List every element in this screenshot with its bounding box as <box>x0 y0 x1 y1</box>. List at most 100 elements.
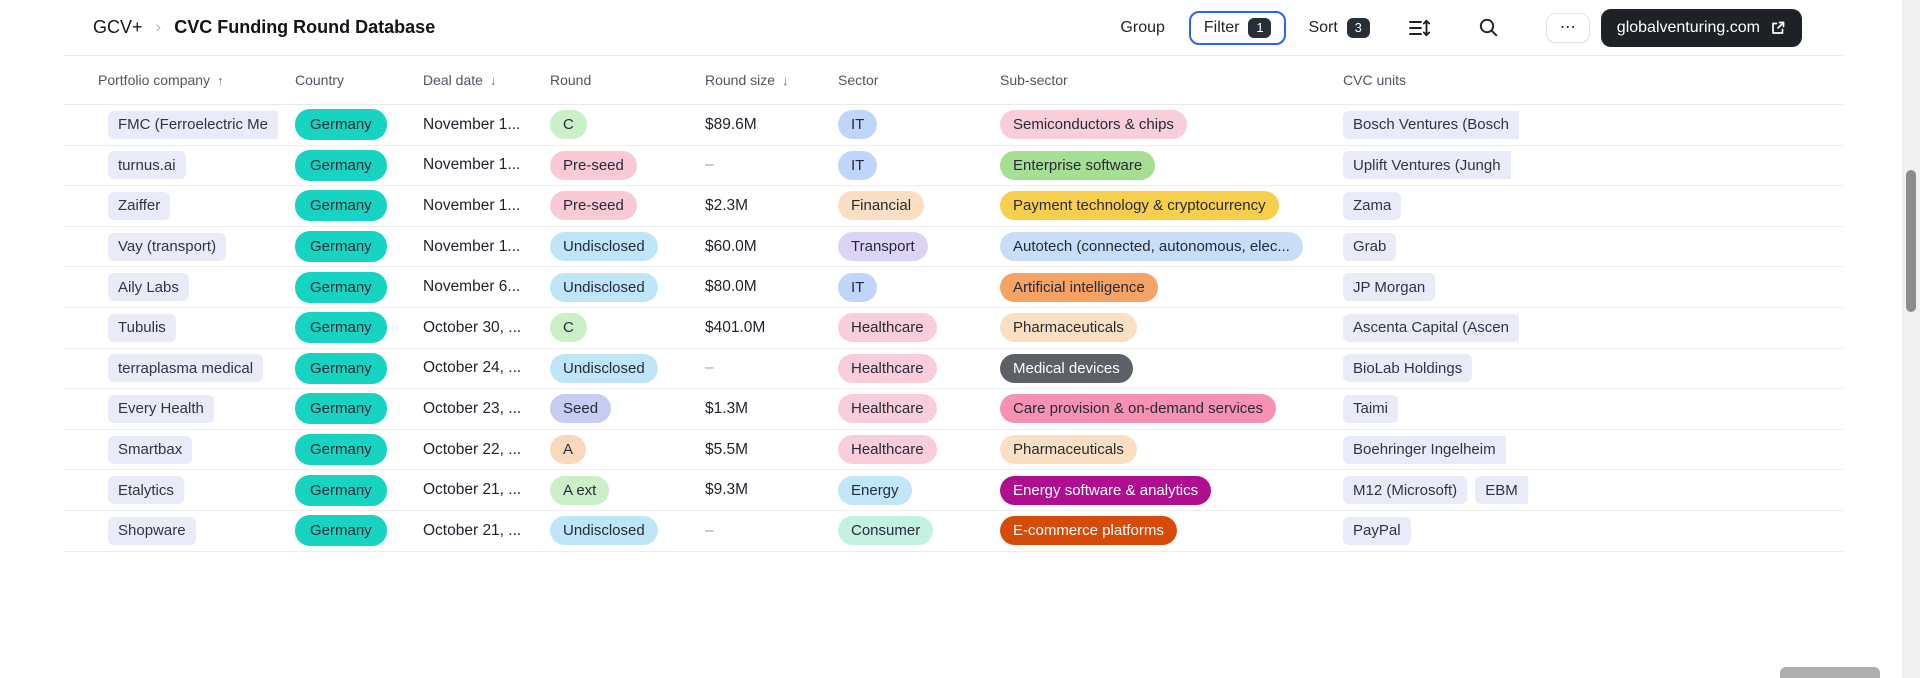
cvc-unit-pill[interactable]: Ascenta Capital (Ascen <box>1343 313 1519 342</box>
company-pill[interactable]: Etalytics <box>108 476 184 505</box>
country-pill[interactable]: Germany <box>295 109 387 141</box>
round-pill[interactable]: Undisclosed <box>550 232 658 262</box>
cell-round[interactable]: Pre-seed <box>550 191 705 221</box>
table-row[interactable]: Tubulis Germany October 30, ... C $401.0M Hea… <box>64 308 1843 349</box>
cell-cvc-units[interactable]: Uplift Ventures (Jungh <box>1343 151 1843 180</box>
round-pill[interactable]: Undisclosed <box>550 272 658 302</box>
cell-cvc-units[interactable]: Zama <box>1343 191 1843 220</box>
company-pill[interactable]: terraplasma medical <box>108 354 264 383</box>
cell-round[interactable]: A <box>550 435 705 465</box>
cell-country[interactable]: Germany <box>295 190 423 222</box>
cell-round-size[interactable]: $2.3M <box>705 197 838 215</box>
sector-pill[interactable]: Energy <box>838 475 912 505</box>
round-pill[interactable]: Undisclosed <box>550 516 658 546</box>
horizontal-scrollbar-thumb[interactable] <box>1780 667 1880 678</box>
cell-round[interactable]: Undisclosed <box>550 232 705 262</box>
column-header-cvc-units[interactable]: CVC units <box>1343 72 1407 88</box>
cell-sector[interactable]: IT <box>838 110 1000 140</box>
cell-cvc-units[interactable]: JP Morgan <box>1343 273 1843 302</box>
cell-cvc-units[interactable]: Boehringer Ingelheim <box>1343 435 1843 464</box>
company-pill[interactable]: Aily Labs <box>108 273 189 302</box>
sub-sector-pill[interactable]: Artificial intelligence <box>1000 272 1158 302</box>
cell-sector[interactable]: Financial <box>838 191 1000 221</box>
cell-cvc-units[interactable]: PayPal <box>1343 516 1843 545</box>
cell-country[interactable]: Germany <box>295 271 423 303</box>
cell-cvc-units[interactable]: Ascenta Capital (Ascen <box>1343 313 1843 342</box>
company-pill[interactable]: FMC (Ferroelectric Me <box>108 110 279 139</box>
cell-cvc-units[interactable]: Bosch Ventures (Bosch <box>1343 110 1843 139</box>
cell-round[interactable]: A ext <box>550 475 705 505</box>
cell-round[interactable]: Seed <box>550 394 705 424</box>
cvc-unit-pill[interactable]: Bosch Ventures (Bosch <box>1343 110 1519 139</box>
cell-portfolio-company[interactable]: Aily Labs <box>64 273 295 302</box>
cell-sector[interactable]: Healthcare <box>838 353 1000 383</box>
company-pill[interactable]: turnus.ai <box>108 151 186 180</box>
cell-cvc-units[interactable]: M12 (Microsoft) EBM <box>1343 476 1843 505</box>
round-pill[interactable]: Pre-seed <box>550 150 637 180</box>
table-row[interactable]: Shopware Germany October 21, ... Undisclose… <box>64 511 1843 552</box>
sector-pill[interactable]: Healthcare <box>838 313 937 343</box>
sector-pill[interactable]: IT <box>838 150 878 180</box>
cell-round-size[interactable]: – <box>705 522 838 540</box>
cell-round-size[interactable]: $60.0M <box>705 238 838 256</box>
cell-deal-date[interactable]: November 1... <box>423 156 550 174</box>
sector-pill[interactable]: Healthcare <box>838 435 937 465</box>
company-pill[interactable]: Every Health <box>108 394 214 423</box>
cell-sub-sector[interactable]: E-commerce platforms <box>1000 516 1343 546</box>
cell-sector[interactable]: Consumer <box>838 516 1000 546</box>
cell-portfolio-company[interactable]: turnus.ai <box>64 151 295 180</box>
cell-round-size[interactable]: – <box>705 359 838 377</box>
round-pill[interactable]: C <box>550 110 587 140</box>
cell-deal-date[interactable]: November 1... <box>423 238 550 256</box>
cell-deal-date[interactable]: October 30, ... <box>423 319 550 337</box>
cell-round[interactable]: C <box>550 313 705 343</box>
column-header-sub-sector[interactable]: Sub-sector <box>1000 72 1068 88</box>
sector-pill[interactable]: IT <box>838 110 878 140</box>
table-row[interactable]: Every Health Germany October 23, ... Seed $1… <box>64 389 1843 430</box>
more-button[interactable]: ⋯ <box>1545 12 1590 43</box>
cell-round[interactable]: Undisclosed <box>550 353 705 383</box>
cell-country[interactable]: Germany <box>295 109 423 141</box>
country-pill[interactable]: Germany <box>295 149 387 181</box>
cvc-unit-pill[interactable]: JP Morgan <box>1343 273 1436 302</box>
cell-deal-date[interactable]: October 23, ... <box>423 400 550 418</box>
cell-deal-date[interactable]: October 22, ... <box>423 441 550 459</box>
table-row[interactable]: Zaiffer Germany November 1... Pre-seed $2.3M… <box>64 186 1843 227</box>
sector-pill[interactable]: Consumer <box>838 516 934 546</box>
cell-portfolio-company[interactable]: FMC (Ferroelectric Me <box>64 110 295 139</box>
sector-pill[interactable]: Healthcare <box>838 394 937 424</box>
table-row[interactable]: Smartbax Germany October 22, ... A $5.5M Heal… <box>64 430 1843 471</box>
column-header-country[interactable]: Country <box>295 72 345 88</box>
country-pill[interactable]: Germany <box>295 352 387 384</box>
country-pill[interactable]: Germany <box>295 474 387 506</box>
cell-deal-date[interactable]: November 1... <box>423 197 550 215</box>
cell-country[interactable]: Germany <box>295 149 423 181</box>
sub-sector-pill[interactable]: Payment technology & cryptocurrency <box>1000 191 1279 221</box>
company-pill[interactable]: Smartbax <box>108 435 193 464</box>
sector-pill[interactable]: IT <box>838 272 878 302</box>
cell-round[interactable]: Undisclosed <box>550 516 705 546</box>
table-row[interactable]: terraplasma medical Germany October 24, ..… <box>64 349 1843 390</box>
cell-sub-sector[interactable]: Artificial intelligence <box>1000 272 1343 302</box>
cell-sub-sector[interactable]: Autotech (connected, autonomous, elec... <box>1000 232 1343 262</box>
table-row[interactable]: Etalytics Germany October 21, ... A ext $9.3… <box>64 470 1843 511</box>
cell-round-size[interactable]: $89.6M <box>705 116 838 134</box>
column-header-round-size[interactable]: Round size ↓ <box>705 72 789 88</box>
sub-sector-pill[interactable]: Pharmaceuticals <box>1000 435 1137 465</box>
site-link-button[interactable]: globalventuring.com <box>1600 8 1802 47</box>
sector-pill[interactable]: Transport <box>838 232 928 262</box>
country-pill[interactable]: Germany <box>295 393 387 425</box>
cell-sub-sector[interactable]: Semiconductors & chips <box>1000 110 1343 140</box>
cell-country[interactable]: Germany <box>295 231 423 263</box>
cell-round-size[interactable]: – <box>705 156 838 174</box>
cell-sector[interactable]: Healthcare <box>838 435 1000 465</box>
cell-round[interactable]: Pre-seed <box>550 150 705 180</box>
cell-deal-date[interactable]: October 21, ... <box>423 522 550 540</box>
sub-sector-pill[interactable]: Energy software & analytics <box>1000 475 1212 505</box>
cell-sub-sector[interactable]: Care provision & on-demand services <box>1000 394 1343 424</box>
company-pill[interactable]: Shopware <box>108 516 196 545</box>
round-pill[interactable]: C <box>550 313 587 343</box>
cell-country[interactable]: Germany <box>295 515 423 547</box>
cell-portfolio-company[interactable]: Tubulis <box>64 313 295 342</box>
sub-sector-pill[interactable]: Semiconductors & chips <box>1000 110 1187 140</box>
